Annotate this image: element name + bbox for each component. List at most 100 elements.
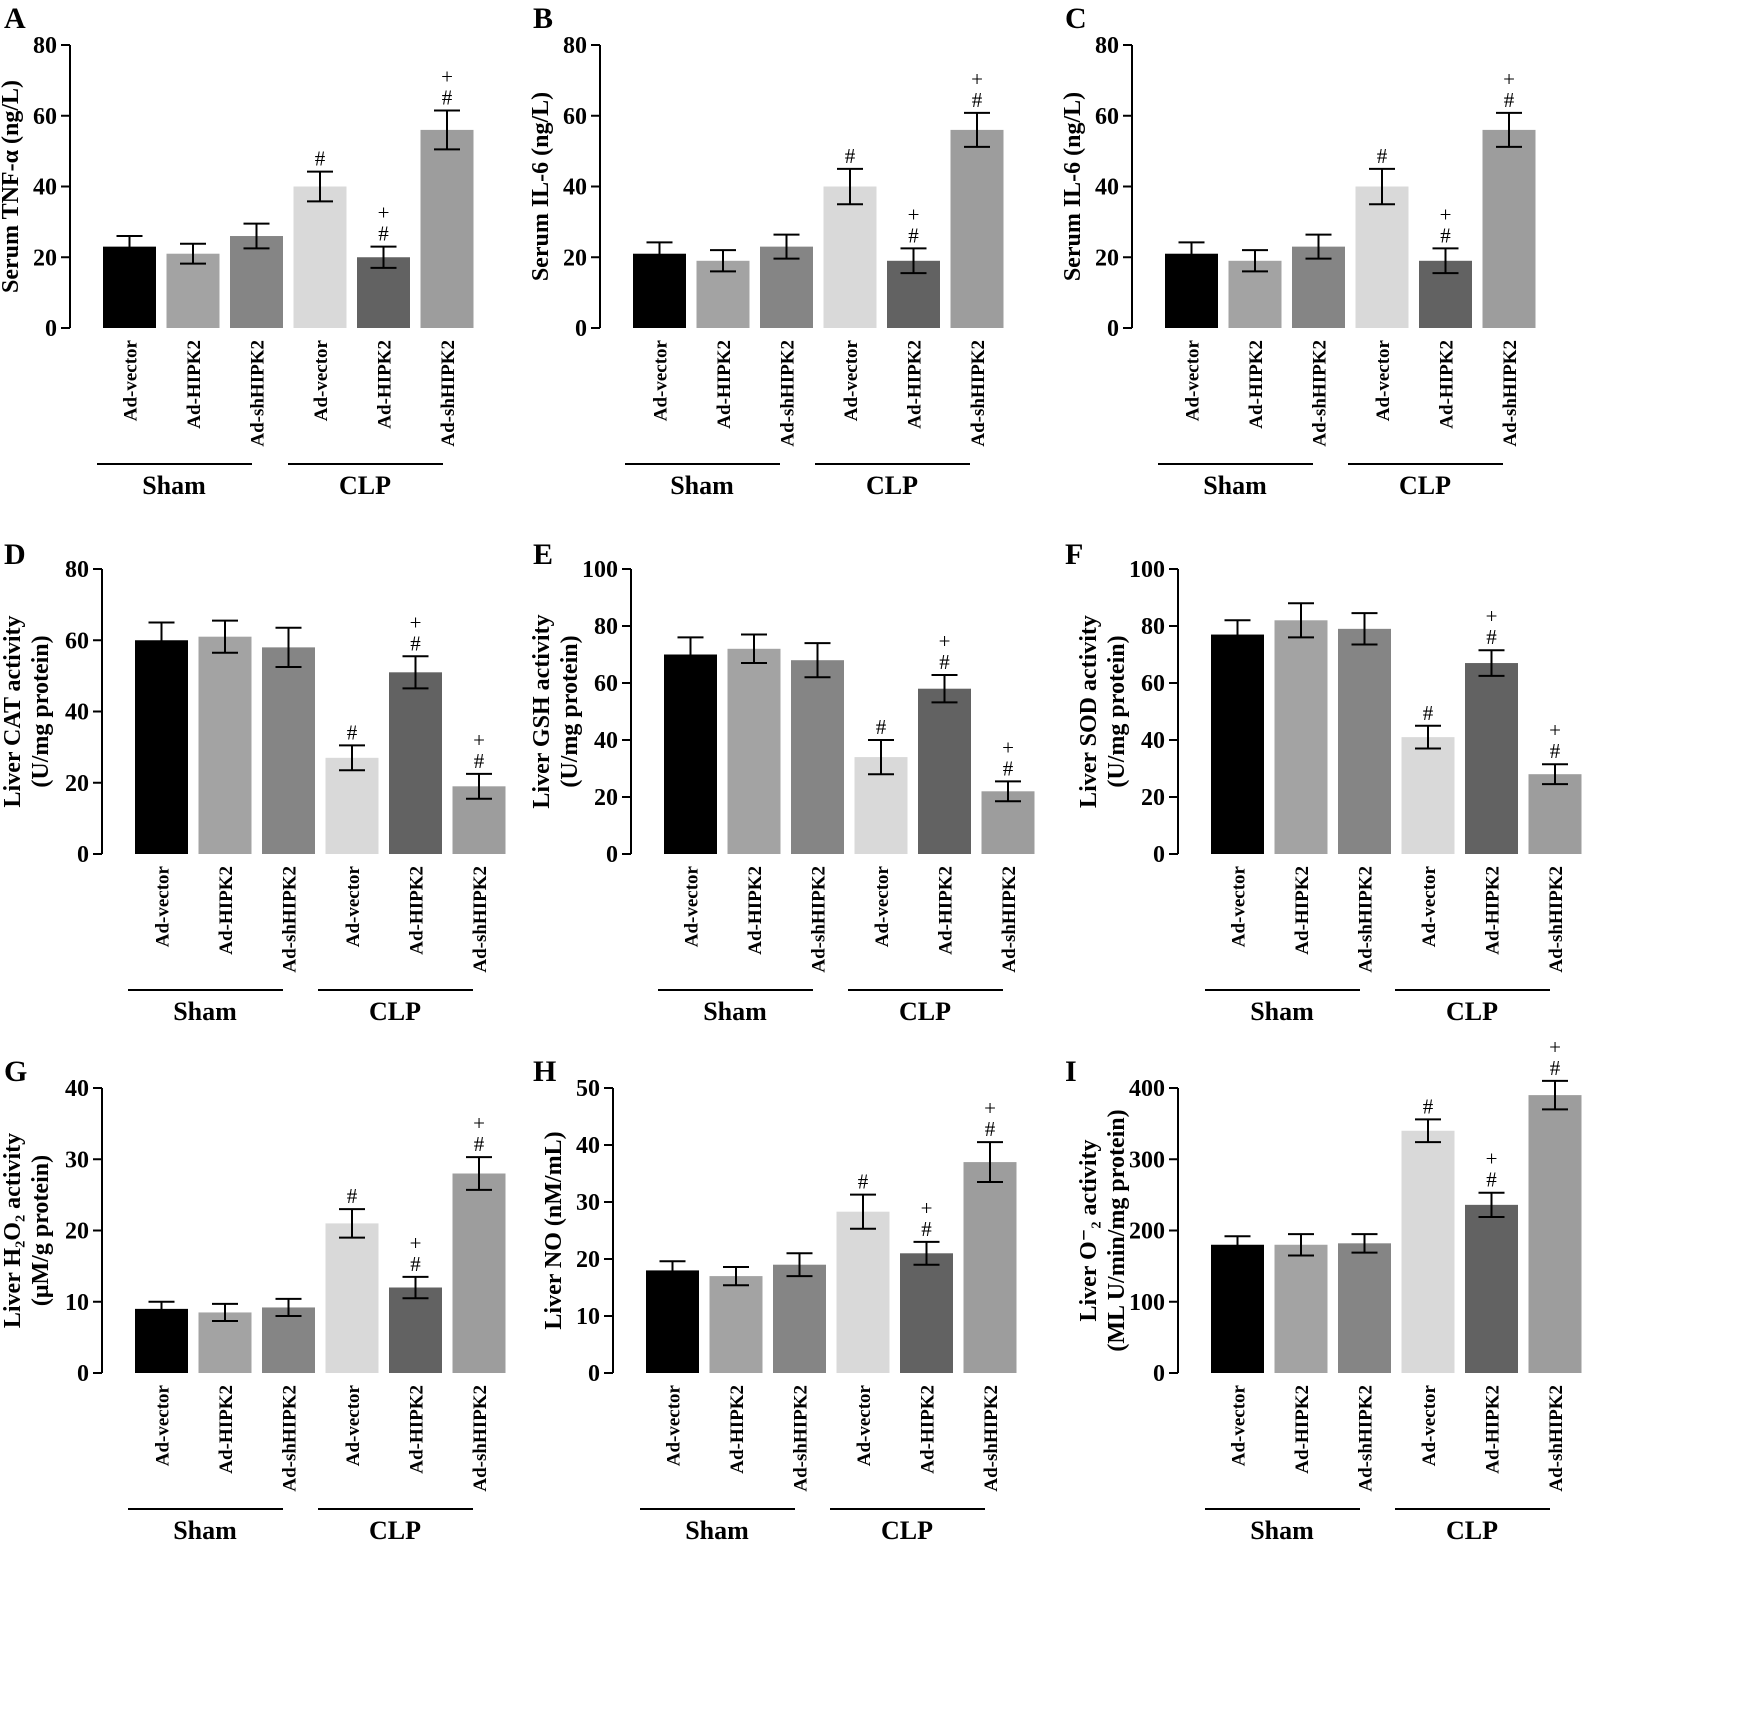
x-category-label: Ad-shHIPK2 [1546,866,1567,973]
y-tick-label: 40 [563,175,587,201]
bar [918,688,971,854]
significance-mark: # [347,1184,358,1208]
bar [166,253,220,328]
significance-mark: + [410,610,422,634]
y-tick-label: 40 [594,728,618,754]
significance-mark: # [1486,625,1497,649]
bar [1338,628,1391,854]
y-tick-label: 20 [594,785,618,811]
bar [1401,1130,1455,1373]
y-tick-label: 40 [576,1133,600,1159]
bar [262,647,315,854]
bar [357,257,410,328]
bar [1401,737,1455,854]
group-label-clp: CLP [369,1516,421,1545]
bar [791,660,844,854]
x-category-label: Ad-shHIPK2 [438,340,459,447]
significance-mark: + [984,1096,996,1120]
x-category-label: Ad-shHIPK2 [1356,1385,1377,1492]
x-category-label: Ad-HIPK2 [407,866,428,955]
group-label-clp: CLP [1446,1516,1498,1545]
y-tick-label: 0 [1153,842,1165,868]
x-category-label: Ad-HIPK2 [216,866,237,955]
panel-letter: E [533,538,553,571]
x-category-label: Ad-vector [311,339,332,421]
y-tick-label: 400 [1129,1076,1165,1102]
group-label-sham: Sham [685,1516,749,1545]
bar [1211,1244,1264,1373]
panel-e: E 0 20 40 60 80 100 Liver GSH activity (U/mg pro… [529,538,1035,1026]
bar [1355,186,1409,328]
significance-mark: + [441,64,453,88]
y-axis-label: Liver CAT activity [0,616,26,808]
bar [727,648,781,854]
x-category-label: Ad-vector [153,1384,174,1466]
y-tick-label: 100 [1129,557,1165,583]
panel-letter: G [4,1055,27,1088]
bar [823,186,877,328]
y-tick-label: 20 [563,245,587,271]
y-tick-label: 100 [582,557,618,583]
y-tick-label: 0 [45,316,57,342]
significance-mark: # [921,1217,932,1241]
bar [633,253,686,328]
x-category-label: Ad-vector [343,1384,364,1466]
x-category-label: Ad-vector [121,339,142,421]
y-tick-label: 0 [77,1361,89,1387]
bar [760,246,813,328]
y-tick-label: 0 [1107,316,1119,342]
significance-mark: # [876,715,887,739]
x-category-label: Ad-shHIPK2 [999,866,1020,973]
bar [198,1312,252,1373]
x-category-label: Ad-HIPK2 [375,340,396,429]
y-tick-label: 50 [576,1076,600,1102]
x-category-label: Ad-HIPK2 [1437,340,1458,429]
group-label-sham: Sham [1203,471,1267,500]
y-tick-label: 30 [576,1190,600,1216]
y-tick-label: 0 [77,842,89,868]
x-category-label: Ad-vector [1419,1384,1440,1466]
group-label-clp: CLP [1446,997,1498,1026]
x-category-label: Ad-HIPK2 [745,866,766,955]
significance-mark: # [1423,701,1434,725]
x-category-label: Ad-HIPK2 [936,866,957,955]
panel-h: H 0 10 20 30 40 50 Liver NO (nM/mL) Ad-vector Ad-… [533,1055,1017,1545]
bar [325,757,379,854]
y-axis-label: (ML U/min/mg protein) [1104,1109,1130,1351]
y-axis-label: (U/mg protein) [1104,635,1130,787]
x-category-label: Ad-vector [854,1384,875,1466]
significance-mark: # [474,749,485,773]
x-category-label: Ad-shHIPK2 [280,866,301,973]
y-axis-label: (μM/g protein) [28,1155,54,1306]
y-tick-label: 40 [1095,175,1119,201]
bar [664,654,717,854]
significance-mark: + [921,1196,933,1220]
panel-g: G 0 10 20 30 40 Liver H₂O₂ activity (μM/g prote… [0,1055,506,1545]
y-tick-label: 10 [65,1290,89,1316]
bar [198,636,252,854]
bar [646,1270,699,1373]
significance-mark: + [908,202,920,226]
significance-mark: # [1377,144,1388,168]
y-tick-label: 60 [65,628,89,654]
x-category-label: Ad-shHIPK2 [791,1385,812,1492]
y-tick-label: 20 [1095,245,1119,271]
significance-mark: # [1486,1168,1497,1192]
significance-mark: # [1003,756,1014,780]
panel-letter: H [533,1055,556,1088]
significance-mark: # [1423,1094,1434,1118]
bar [900,1253,953,1373]
significance-mark: # [1550,1056,1561,1080]
y-axis-label: Liver H₂O₂ activity [0,1133,26,1328]
significance-mark: # [410,631,421,655]
x-category-label: Ad-shHIPK2 [1546,1385,1567,1492]
x-category-label: Ad-vector [841,339,862,421]
panel-f: F 0 20 40 60 80 100 Liver SOD activity (U/mg pro… [1065,538,1582,1026]
group-label-clp: CLP [866,471,918,500]
x-category-label: Ad-vector [1229,1384,1250,1466]
bar [1528,1095,1582,1373]
significance-mark: # [410,1252,421,1276]
significance-mark: # [442,85,453,109]
significance-mark: + [1549,718,1561,742]
bar [1165,253,1218,328]
